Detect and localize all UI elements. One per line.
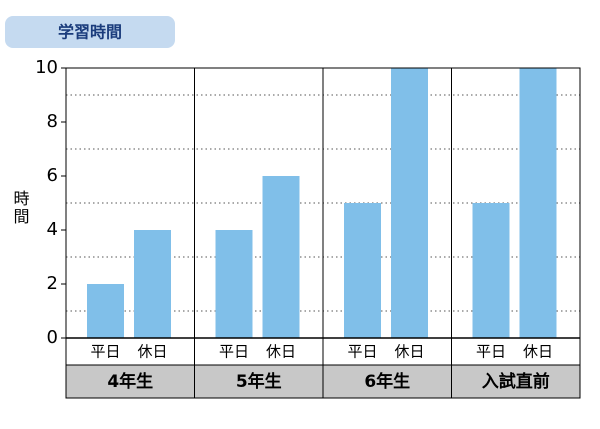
bar: [472, 203, 510, 338]
sub-label: 休日: [394, 343, 424, 361]
y-tick-label: 10: [35, 57, 58, 78]
bar: [134, 230, 171, 338]
y-axis-label: 時間: [11, 190, 30, 226]
bar: [262, 176, 300, 338]
bar: [344, 203, 381, 338]
sub-label: 平日: [90, 343, 120, 361]
chart-title: 学習時間: [58, 23, 122, 42]
y-tick-label: 6: [47, 165, 58, 186]
sub-label: 平日: [476, 343, 506, 361]
frame: [65, 67, 581, 399]
bar: [215, 230, 253, 338]
title-pill: [5, 16, 175, 48]
x-tick-label: 5年生: [236, 371, 282, 392]
sub-label: 休日: [523, 343, 553, 361]
y-tick-label: 8: [47, 111, 58, 132]
x-tick-label: 入試直前: [482, 371, 550, 392]
bar: [519, 68, 557, 338]
y-tick-label: 4: [47, 219, 58, 240]
sub-label: 平日: [347, 343, 377, 361]
y-tick-label: 0: [47, 327, 58, 348]
y-tick-label: 2: [47, 273, 58, 294]
sub-label: 休日: [266, 343, 296, 361]
bar: [87, 284, 124, 338]
x-tick-label: 4年生: [107, 371, 153, 392]
sub-label: 平日: [219, 343, 249, 361]
bar: [391, 68, 428, 338]
sub-label: 休日: [137, 343, 167, 361]
x-tick-label: 6年生: [364, 371, 410, 392]
